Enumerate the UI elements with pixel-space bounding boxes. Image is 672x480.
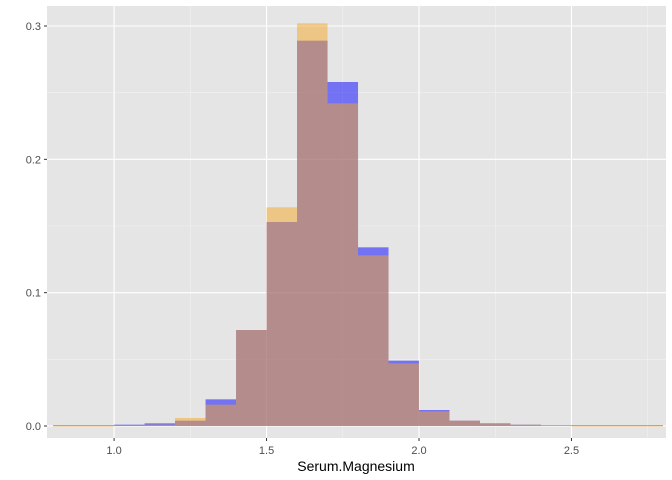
x-tick-label: 1.5 [259,445,274,457]
x-tick-label: 2.5 [564,445,579,457]
histogram-bar-series-1 [114,424,145,426]
histogram-bar-series-2 [83,426,115,427]
x-axis-title: Serum.Magnesium [297,458,415,474]
histogram-bar-series-1 [601,425,633,426]
histogram-bar-series-2 [53,426,84,427]
y-axis: 0.0 0.1 0.2 0.3 [26,21,47,433]
histogram-bar-series-2 [144,424,176,426]
histogram-bar-series-2 [297,23,328,426]
histogram-bar-series-2 [632,426,663,427]
histogram-bar-series-2 [266,207,298,426]
x-tick-label: 1.0 [106,445,121,457]
x-axis: 1.0 1.5 2.0 2.5 [106,438,579,457]
histogram-bar-series-2 [388,363,420,426]
histogram-bar-series-1 [53,425,84,426]
histogram-bar-series-2 [358,255,389,426]
histogram-bar-series-2 [114,425,145,426]
histogram-bar-series-2 [327,103,359,426]
histogram-bar-series-2 [419,411,450,426]
histogram-bar-series-1 [571,425,602,426]
histogram-bar-series-2 [510,424,541,426]
histogram-bar-series-2 [479,423,511,426]
y-tick-label: 0.2 [26,154,41,166]
histogram-bar-series-2 [571,426,602,427]
y-tick-label: 0.0 [26,421,41,433]
histogram-bar-series-2 [449,420,480,426]
histogram-bar-series-2 [540,425,572,426]
histogram-bar-series-1 [632,425,663,426]
bars [53,23,663,427]
y-tick-label: 0.1 [26,288,41,300]
histogram-bar-series-2 [601,426,633,427]
y-tick-label: 0.3 [26,21,41,33]
histogram-bar-series-2 [205,404,237,426]
histogram-bar-series-2 [236,330,267,426]
x-tick-label: 2.0 [411,445,426,457]
histogram-bar-series-1 [83,425,115,426]
histogram-bar-series-2 [175,418,206,426]
